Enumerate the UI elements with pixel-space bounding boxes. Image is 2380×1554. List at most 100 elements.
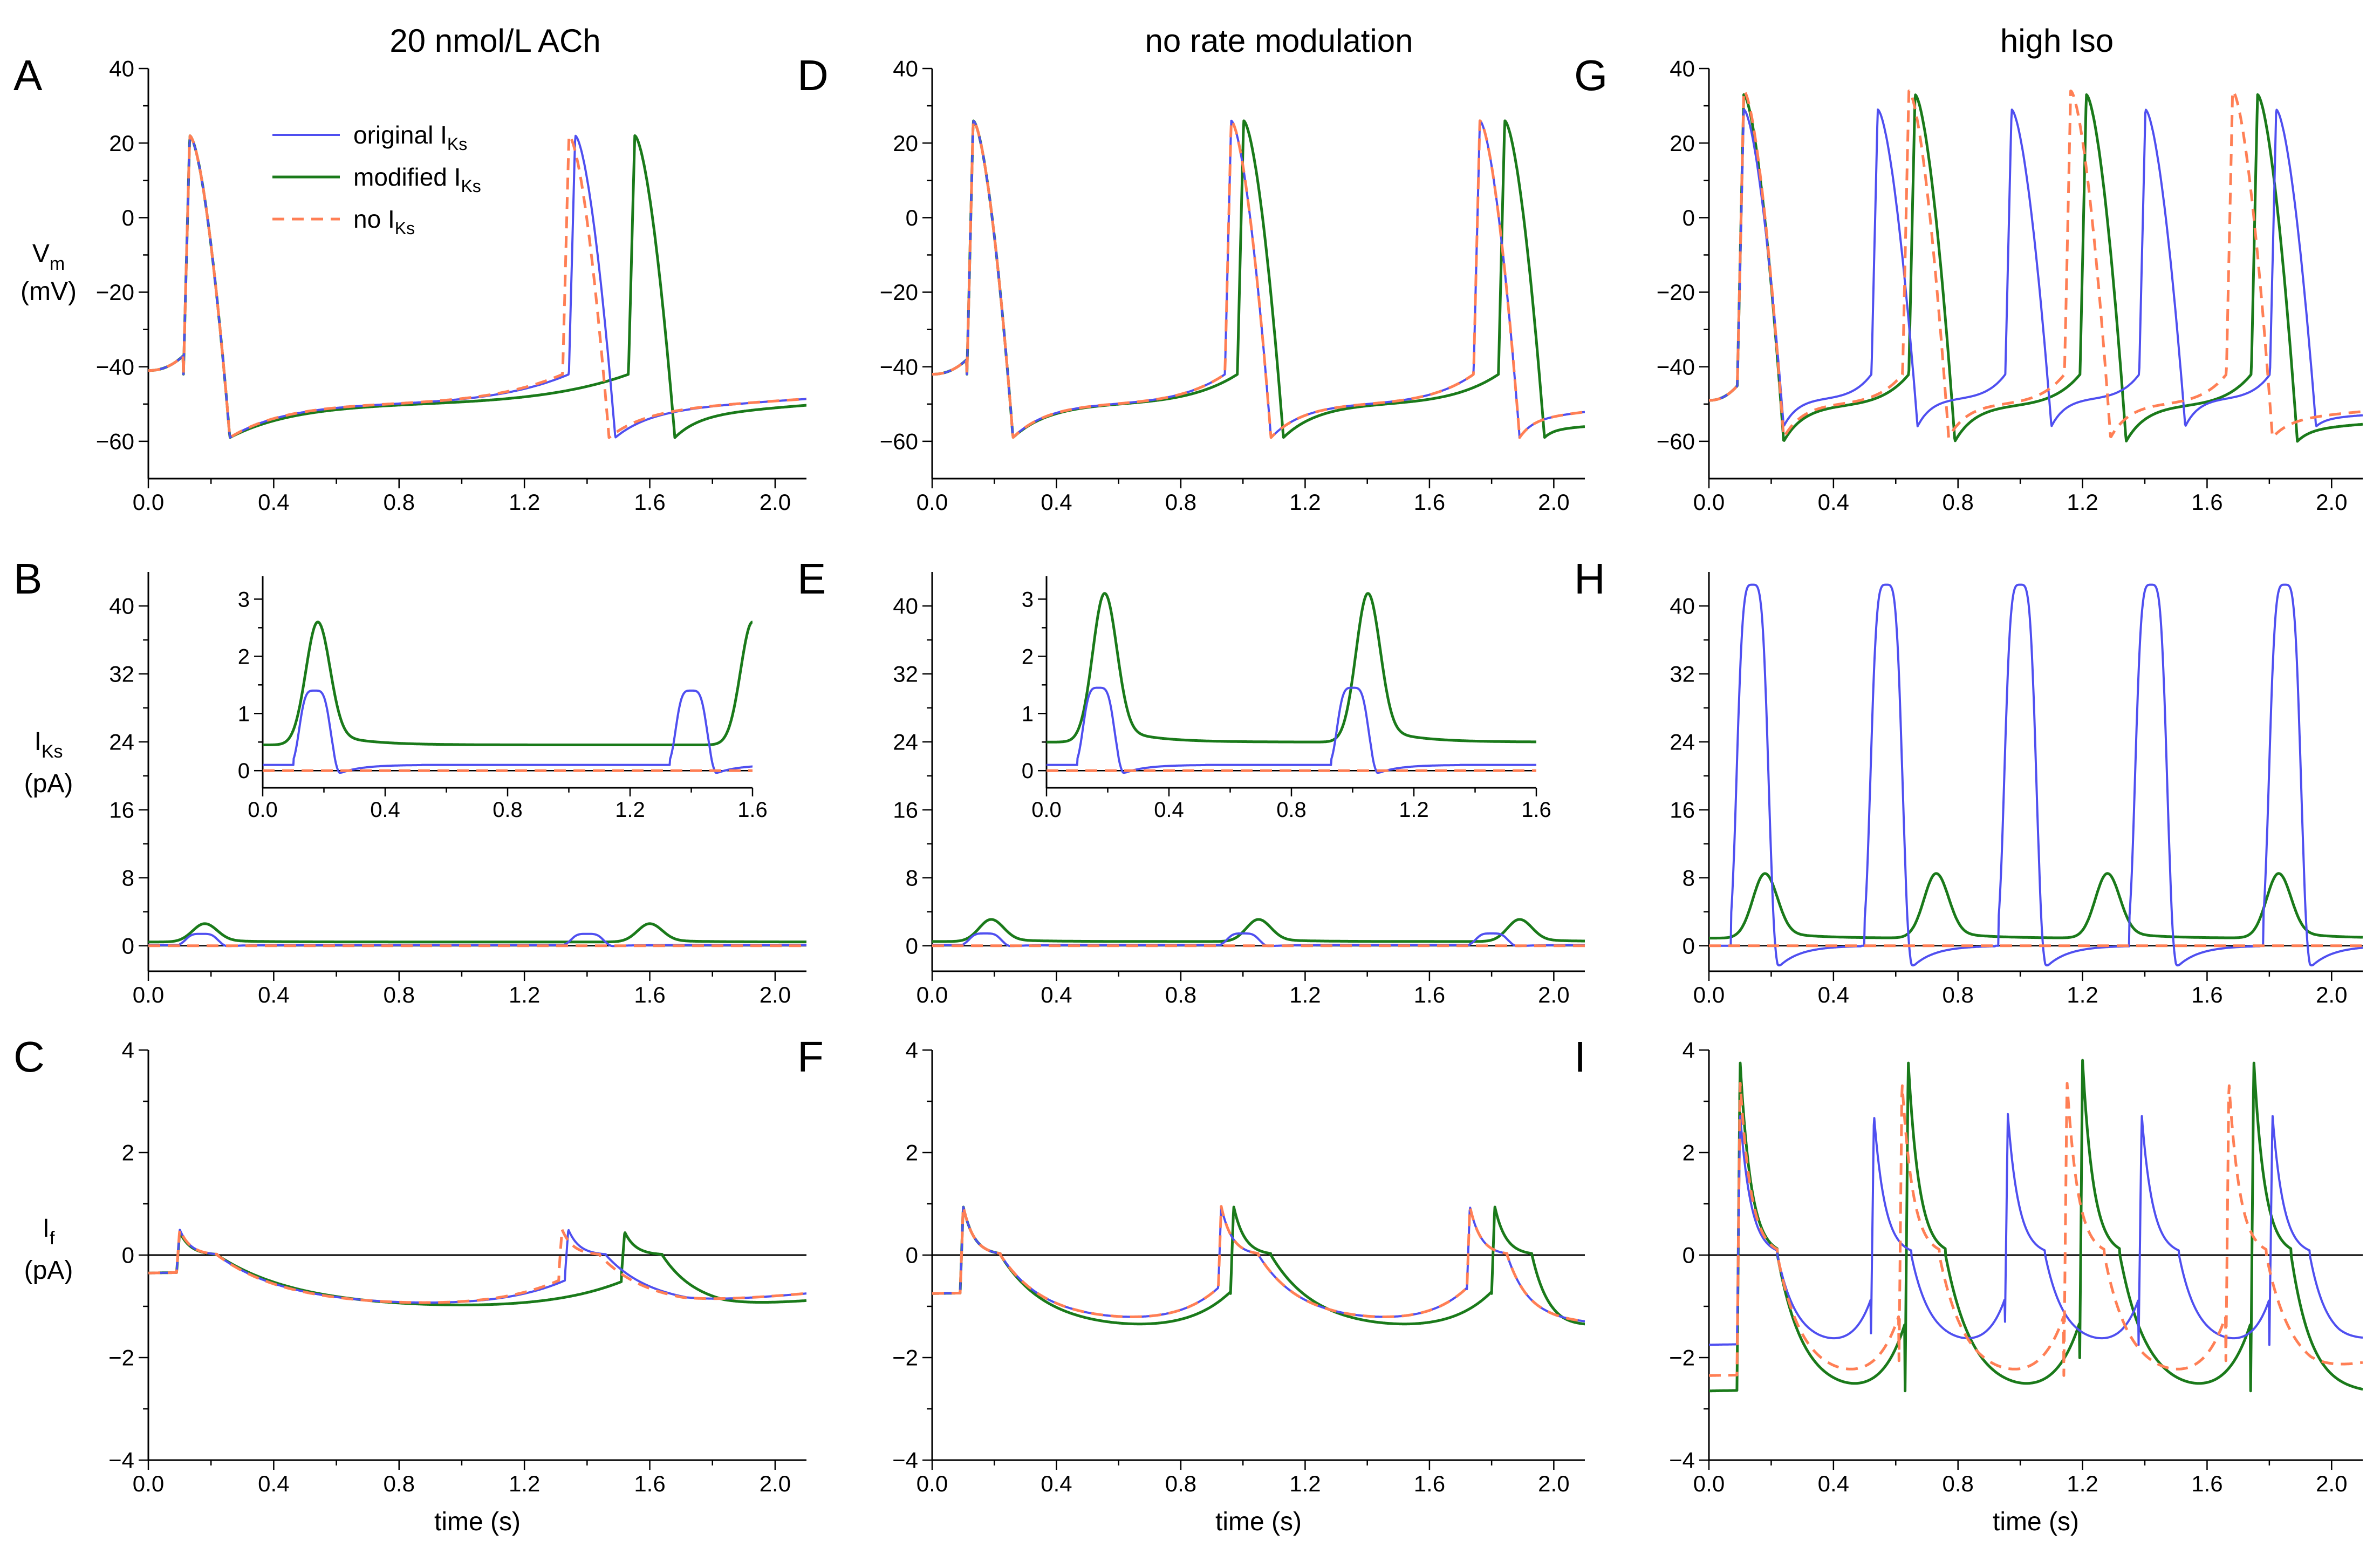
y-tick-label: −20 [1657, 280, 1695, 305]
y-tick-label: −60 [880, 429, 918, 454]
y-tick-label: 0 [1022, 759, 1034, 783]
y-tick-label: 24 [109, 730, 134, 755]
x-tick-label: 0.0 [133, 1471, 164, 1496]
panel-G: G 0.0 0.4 0.8 1.2 1.6 2.0 −60 −40 −20 0 20 40 [1574, 51, 2363, 515]
y-tick-label: 0 [122, 933, 134, 958]
y-tick-label: 32 [109, 662, 134, 687]
y-tick-label: 16 [109, 798, 134, 823]
x-tick-label: 0.0 [1693, 982, 1725, 1007]
x-tick-label: 2.0 [2316, 1471, 2347, 1496]
x-axis-title: time (s) [1993, 1508, 2079, 1536]
x-tick-label: 1.2 [509, 489, 540, 515]
y-tick-label: 40 [893, 56, 918, 81]
series-line-modified [148, 134, 806, 439]
y-tick-label: 8 [1683, 865, 1695, 891]
x-tick-label: 1.2 [1289, 489, 1321, 515]
legend-label-modified: modified IKs [353, 163, 481, 196]
panel-A: A 0.0 0.4 0.8 1.2 1.6 2.0 −60 −40 −20 0 20 40 [13, 51, 806, 515]
y-tick-label: 16 [1670, 798, 1695, 823]
panel-I: I 0.0 0.4 0.8 1.2 1.6 2.0 −4 −2 0 2 4 time (s) [1574, 1033, 2363, 1536]
series-line-modified [263, 621, 753, 746]
y-tick-label: 4 [1683, 1038, 1695, 1063]
panel-letter: H [1574, 555, 1605, 603]
x-axis-title: time (s) [434, 1508, 521, 1536]
series-line-modified [932, 1205, 1585, 1326]
x-tick-label: 1.2 [2067, 489, 2098, 515]
x-tick-label: 1.6 [2191, 982, 2222, 1007]
legend-label-original: original IKs [353, 121, 467, 154]
y-tick-label: 32 [1670, 662, 1695, 687]
y-tick-label: 8 [122, 865, 134, 891]
x-tick-label: 1.6 [2191, 489, 2222, 515]
x-tick-label: 2.0 [2316, 982, 2347, 1007]
series-line-none [148, 134, 806, 439]
x-tick-label: 2.0 [760, 982, 791, 1007]
panel-letter: D [797, 51, 829, 99]
x-tick-label: 0.8 [1276, 798, 1307, 822]
y-tick-label: −20 [96, 280, 134, 305]
y-tick-label: 0 [1683, 205, 1695, 230]
series-line-none [932, 1205, 1585, 1323]
y-tick-label: 0 [1683, 1243, 1695, 1268]
y-tick-label: −2 [108, 1345, 134, 1371]
x-tick-label: 1.2 [509, 982, 540, 1007]
y-tick-label: 0 [1683, 933, 1695, 958]
y-tick-label: 3 [1022, 588, 1034, 611]
row-label-if: If [43, 1214, 55, 1249]
x-tick-label: 0.4 [1818, 982, 1849, 1007]
y-tick-label: −2 [892, 1345, 918, 1371]
panel-letter: C [13, 1033, 45, 1081]
y-tick-label: 4 [906, 1038, 918, 1063]
x-tick-label: 0.8 [1165, 489, 1196, 515]
x-tick-label: 1.6 [1414, 489, 1445, 515]
x-tick-label: 0.8 [384, 1471, 415, 1496]
y-tick-label: 8 [906, 865, 918, 891]
x-tick-label: 0.4 [1041, 489, 1072, 515]
row-label-vm: Vm [32, 240, 65, 274]
series-line-modified [1709, 93, 2363, 443]
x-tick-label: 1.6 [1414, 982, 1445, 1007]
series-line-original [1709, 108, 2363, 427]
inset-B: 0.0 0.4 0.8 1.2 1.6 0 1 2 3 [238, 576, 768, 822]
x-tick-label: 0.0 [1031, 798, 1062, 822]
x-tick-label: 1.2 [509, 1471, 540, 1496]
x-tick-label: 0.8 [384, 489, 415, 515]
panel-letter: G [1574, 51, 1608, 99]
x-tick-label: 1.2 [2067, 982, 2098, 1007]
y-tick-label: 24 [893, 730, 918, 755]
y-tick-label: 2 [1022, 645, 1034, 669]
y-tick-label: −40 [96, 354, 134, 379]
y-tick-label: −40 [880, 354, 918, 379]
y-tick-label: 0 [906, 933, 918, 958]
x-tick-label: 0.4 [1818, 489, 1849, 515]
y-tick-label: 0 [906, 1243, 918, 1268]
y-tick-label: 40 [109, 56, 134, 81]
row-label-iks-unit: (pA) [24, 769, 73, 798]
y-tick-label: 0 [122, 1243, 134, 1268]
y-tick-label: −40 [1657, 354, 1695, 379]
y-tick-label: 0 [906, 205, 918, 230]
y-tick-label: 32 [893, 662, 918, 687]
x-tick-label: 1.6 [634, 1471, 665, 1496]
x-tick-label: 0.4 [1818, 1471, 1849, 1496]
x-tick-label: 1.2 [1289, 982, 1321, 1007]
x-tick-label: 2.0 [1538, 489, 1569, 515]
x-tick-label: 2.0 [760, 1471, 791, 1496]
y-tick-label: 1 [238, 702, 250, 726]
y-tick-label: 40 [109, 594, 134, 619]
x-tick-label: 0.0 [917, 1471, 948, 1496]
series-line-original [1709, 1113, 2363, 1346]
series-line-original [148, 1229, 806, 1304]
series-line-modified [1709, 1059, 2363, 1393]
x-tick-label: 2.0 [1538, 982, 1569, 1007]
series-line-modified [148, 922, 806, 944]
row-label-vm-unit: (mV) [20, 277, 77, 306]
x-tick-label: 0.8 [1943, 489, 1974, 515]
x-tick-label: 1.2 [2067, 1471, 2098, 1496]
panel-letter: F [797, 1033, 824, 1081]
x-tick-label: 0.0 [1693, 489, 1725, 515]
x-tick-label: 0.0 [917, 982, 948, 1007]
